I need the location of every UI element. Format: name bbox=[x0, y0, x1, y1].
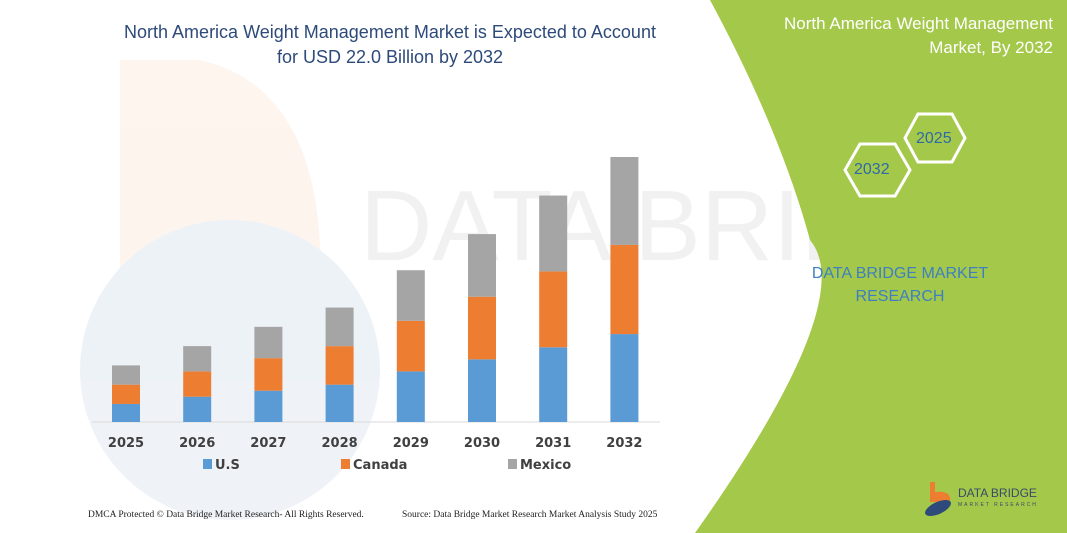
bar-us-2025 bbox=[112, 403, 140, 422]
logo-subtitle: MARKET RESEARCH bbox=[958, 502, 1038, 508]
side-panel-title: North America Weight Management Market, … bbox=[784, 14, 1053, 57]
bar-canada-2030 bbox=[468, 296, 496, 360]
page-title: North America Weight Management Market i… bbox=[124, 22, 656, 67]
bar-us-2031 bbox=[539, 347, 568, 422]
legend-label: Mexico bbox=[520, 458, 571, 473]
x-tick-label: 2031 bbox=[535, 436, 571, 451]
bar-canada-2029 bbox=[396, 320, 425, 372]
bar-us-2032 bbox=[610, 334, 639, 422]
bar-canada-2025 bbox=[112, 384, 140, 404]
source-text: Source: Data Bridge Market Research Mark… bbox=[402, 510, 658, 520]
bar-mexico-2029 bbox=[396, 270, 425, 321]
bar-canada-2028 bbox=[325, 346, 354, 385]
x-tick-label: 2032 bbox=[606, 436, 642, 451]
legend-swatch bbox=[508, 459, 517, 469]
bar-us-2030 bbox=[468, 359, 496, 422]
logo-name: DATA BRIDGE bbox=[958, 486, 1037, 500]
copyright-text: DMCA Protected © Data Bridge Market Rese… bbox=[88, 510, 364, 520]
hex-label-2032: 2032 bbox=[854, 161, 890, 178]
bar-us-2029 bbox=[396, 371, 425, 422]
brand-text: DATA BRIDGE MARKET RESEARCH bbox=[811, 265, 989, 305]
stacked-bar-chart: 2025 2026 2027 2028 2029 2030 2031 2032 U.S Canad… bbox=[92, 157, 660, 473]
bar-canada-2026 bbox=[183, 371, 212, 397]
legend-label: U.S bbox=[215, 458, 240, 473]
bar-us-2026 bbox=[183, 396, 212, 422]
bar-canada-2031 bbox=[539, 271, 568, 348]
hex-label-2025: 2025 bbox=[916, 130, 952, 147]
bar-canada-2027 bbox=[254, 358, 283, 391]
bar-mexico-2032 bbox=[610, 157, 639, 245]
x-tick-label: 2025 bbox=[108, 436, 144, 451]
bar-mexico-2027 bbox=[254, 326, 283, 359]
bar-canada-2032 bbox=[610, 244, 639, 335]
x-tick-label: 2029 bbox=[393, 436, 429, 451]
logo-icon bbox=[925, 482, 951, 517]
x-tick-label: 2027 bbox=[250, 436, 286, 451]
side-panel bbox=[695, 0, 1067, 533]
legend-swatch bbox=[203, 459, 212, 469]
legend-label: Canada bbox=[353, 458, 407, 473]
bar-mexico-2030 bbox=[468, 234, 496, 297]
x-tick-label: 2028 bbox=[322, 436, 358, 451]
bar-us-2028 bbox=[325, 384, 354, 422]
x-tick-label: 2026 bbox=[179, 436, 215, 451]
hexagon-2025 bbox=[903, 112, 967, 164]
bar-mexico-2025 bbox=[112, 365, 140, 385]
hexagon-2032 bbox=[843, 142, 912, 198]
x-tick-label: 2030 bbox=[464, 436, 500, 451]
bar-mexico-2026 bbox=[183, 346, 212, 372]
bar-mexico-2031 bbox=[539, 195, 568, 272]
legend-swatch bbox=[341, 459, 350, 469]
bar-us-2027 bbox=[254, 390, 283, 422]
bar-mexico-2028 bbox=[325, 307, 354, 347]
